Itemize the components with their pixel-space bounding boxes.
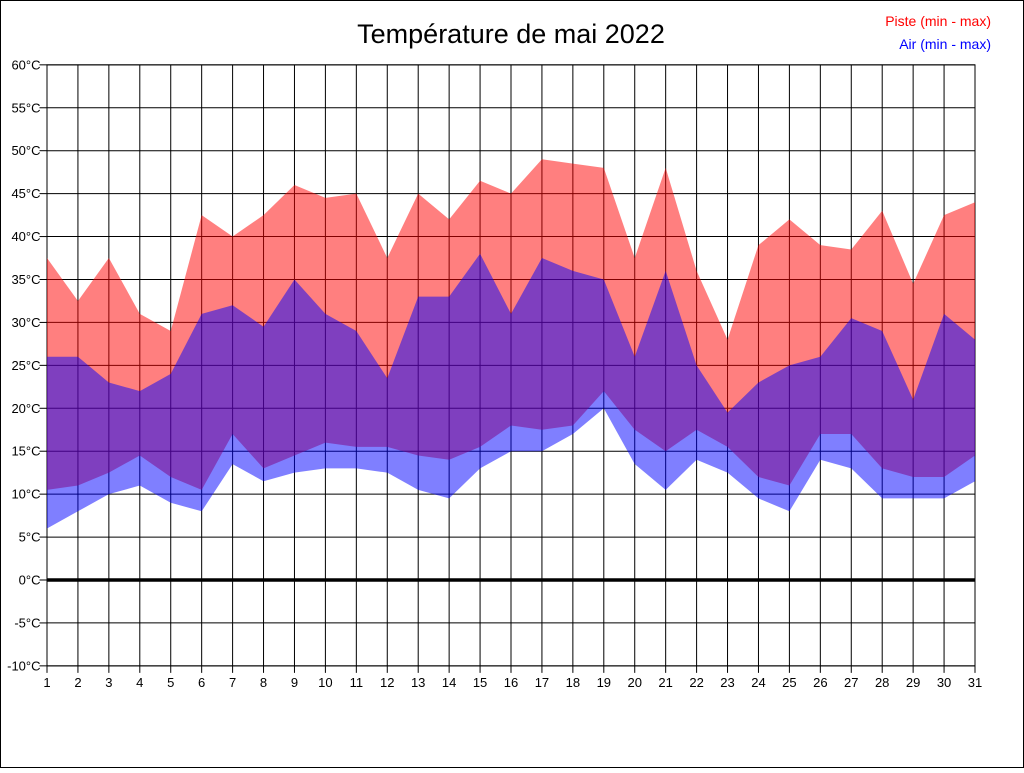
y-tick-label: -10°C [7,658,40,673]
y-tick-label: 35°C [11,272,40,287]
y-tick-label: 30°C [11,315,40,330]
x-tick-label: 22 [689,675,703,690]
x-tick-label: 26 [813,675,827,690]
y-tick-label: 15°C [11,444,40,459]
x-tick-label: 24 [751,675,765,690]
legend-air-label: Air (min - max) [899,36,991,52]
x-tick-label: 6 [198,675,205,690]
x-tick-label: 16 [504,675,518,690]
plot-area: 60°C55°C50°C45°C40°C35°C30°C25°C20°C15°C… [7,57,982,690]
x-tick-label: 19 [597,675,611,690]
y-tick-label: 40°C [11,229,40,244]
chart-title: Température de mai 2022 [357,19,665,49]
x-tick-label: 12 [380,675,394,690]
x-tick-label: 15 [473,675,487,690]
x-tick-label: 17 [535,675,549,690]
x-tick-label: 7 [229,675,236,690]
x-tick-label: 11 [350,675,364,690]
x-tick-label: 31 [968,675,982,690]
y-tick-label: -5°C [14,615,40,630]
x-tick-label: 3 [105,675,112,690]
x-tick-label: 9 [291,675,298,690]
x-tick-label: 20 [627,675,641,690]
y-tick-label: 5°C [19,530,41,545]
x-tick-label: 29 [906,675,920,690]
y-tick-label: 10°C [11,487,40,502]
x-tick-label: 2 [74,675,81,690]
y-tick-label: 0°C [19,573,41,588]
x-tick-label: 8 [260,675,267,690]
y-tick-label: 20°C [11,401,40,416]
x-tick-label: 28 [875,675,889,690]
x-tick-label: 4 [136,675,143,690]
x-tick-label: 27 [844,675,858,690]
legend: Piste (min - max) Air (min - max) [885,13,991,52]
legend-piste-label: Piste (min - max) [885,13,991,29]
air-minmax-band [47,253,975,529]
x-tick-label: 30 [937,675,951,690]
y-tick-label: 60°C [11,57,40,72]
y-tick-label: 25°C [11,358,40,373]
y-tick-label: 55°C [11,100,40,115]
x-tick-label: 10 [318,675,332,690]
y-tick-label: 45°C [11,186,40,201]
y-tick-label: 50°C [11,143,40,158]
x-tick-label: 13 [411,675,425,690]
x-tick-label: 14 [442,675,456,690]
x-tick-label: 18 [566,675,580,690]
x-tick-label: 1 [43,675,50,690]
x-tick-label: 23 [720,675,734,690]
x-tick-label: 25 [782,675,796,690]
x-tick-label: 21 [658,675,672,690]
x-tick-label: 5 [167,675,174,690]
